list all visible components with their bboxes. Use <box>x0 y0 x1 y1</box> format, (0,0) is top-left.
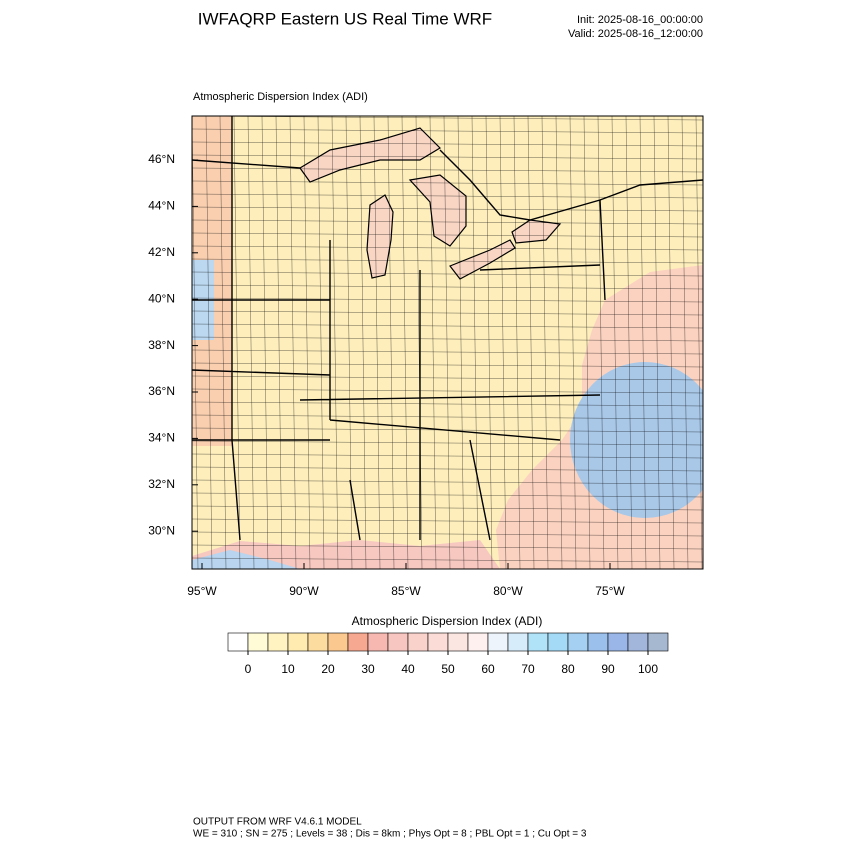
colorbar-tick-label: 30 <box>361 662 375 676</box>
colorbar-box <box>587 632 609 652</box>
lon-tick-label: 85°W <box>391 584 421 598</box>
colorbar-box <box>427 632 449 652</box>
colorbar-box <box>407 632 429 652</box>
colorbar-box <box>447 632 469 652</box>
colorbar-box <box>567 632 589 652</box>
lat-tick-label: 40°N <box>148 291 175 305</box>
colorbar-box <box>627 632 649 652</box>
colorbar-box <box>367 632 389 652</box>
colorbar-box <box>247 632 269 652</box>
colorbar-tick-label: 10 <box>281 662 295 676</box>
lat-tick-label: 34°N <box>148 431 175 445</box>
footer-line: OUTPUT FROM WRF V4.6.1 MODEL <box>193 817 362 828</box>
colorbar-box <box>307 632 329 652</box>
colorbar-tick-label: 80 <box>561 662 575 676</box>
map-frame <box>191 115 704 570</box>
colorbar-box <box>327 632 349 652</box>
lat-tick-label: 44°N <box>148 199 175 213</box>
lon-tick-label: 90°W <box>289 584 319 598</box>
lat-tick-label: 42°N <box>148 245 175 259</box>
great-lakes <box>299 127 562 280</box>
colorbar-box <box>527 632 549 652</box>
lon-tick-label: 80°W <box>493 584 523 598</box>
colorbar-box <box>267 632 289 652</box>
colorbar-box <box>547 632 569 652</box>
page-title: IWFAQRP Eastern US Real Time WRF <box>198 9 492 28</box>
colorbar-box <box>607 632 629 652</box>
colorbar-box <box>507 632 529 652</box>
colorbar-box <box>387 632 409 652</box>
lat-tick-label: 46°N <box>148 152 175 166</box>
colorbar-tick-label: 70 <box>521 662 535 676</box>
counties <box>192 116 703 569</box>
colorbar-box <box>347 632 369 652</box>
init-time: Init: 2025-08-16_00:00:00 <box>577 14 703 26</box>
lat-tick-label: 30°N <box>148 523 175 537</box>
colorbar-box <box>467 632 489 652</box>
valid-time: Valid: 2025-08-16_12:00:00 <box>568 28 703 40</box>
ocean-shade <box>570 362 703 518</box>
colorbar-tick-label: 0 <box>245 662 252 676</box>
colorbar: 0 10 20 30 40 50 60 70 80 90 100 <box>227 632 669 676</box>
footer-line: WE = 310 ; SN = 275 ; Levels = 38 ; Dis … <box>193 829 587 840</box>
colorbar-tick-label: 50 <box>441 662 455 676</box>
lon-tick-label: 75°W <box>595 584 625 598</box>
gulf-shade <box>192 550 300 569</box>
colorbar-tick-label: 20 <box>321 662 335 676</box>
map <box>191 115 704 570</box>
colorbar-box <box>227 632 249 652</box>
colorbar-tick-label: 40 <box>401 662 415 676</box>
map-title: Atmospheric Dispersion Index (ADI) <box>193 91 368 103</box>
colorbar-box <box>487 632 509 652</box>
colorbar-title: Atmospheric Dispersion Index (ADI) <box>352 614 543 628</box>
lat-tick-label: 38°N <box>148 338 175 352</box>
lon-tick-label: 95°W <box>187 584 217 598</box>
lat-tick-label: 36°N <box>148 384 175 398</box>
colorbar-box <box>647 632 669 652</box>
colorbar-tick-label: 60 <box>481 662 495 676</box>
colorbar-box <box>287 632 309 652</box>
colorbar-tick-label: 90 <box>601 662 615 676</box>
colorbar-tick-label: 100 <box>638 662 658 676</box>
lat-tick-label: 32°N <box>148 477 175 491</box>
